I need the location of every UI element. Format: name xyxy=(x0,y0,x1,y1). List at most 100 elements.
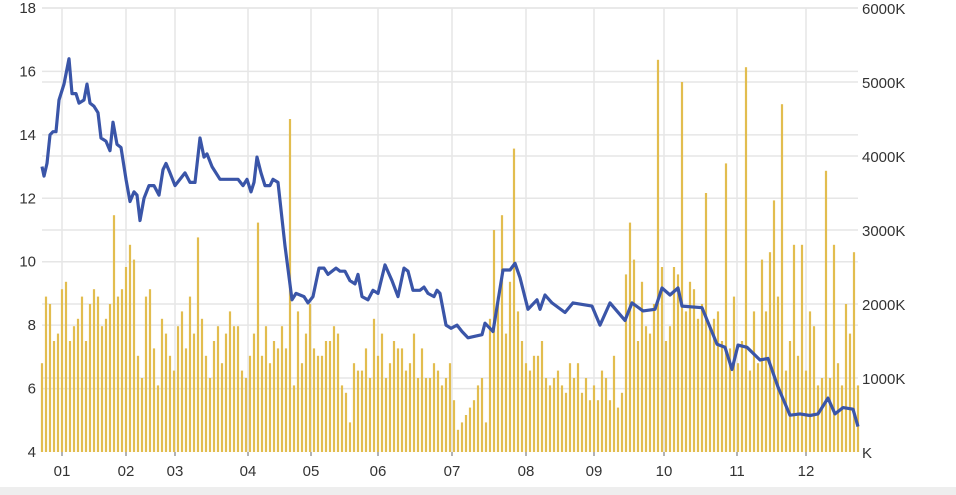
x-tick-label: 05 xyxy=(303,463,320,480)
volume-bars xyxy=(40,59,860,453)
volume-bar xyxy=(772,200,776,452)
volume-bar xyxy=(320,355,324,452)
volume-bar xyxy=(408,363,412,452)
volume-bar xyxy=(204,355,208,452)
volume-bar xyxy=(116,296,120,452)
volume-bar xyxy=(592,385,596,452)
volume-bar xyxy=(392,341,396,452)
x-tick-label: 02 xyxy=(118,463,135,480)
volume-bar xyxy=(568,363,572,452)
footer-strip xyxy=(0,487,956,495)
volume-bar xyxy=(428,378,432,452)
volume-bar xyxy=(820,378,824,452)
volume-bar xyxy=(852,252,856,452)
y-right-tick-label: 6000K xyxy=(862,1,905,18)
volume-bar xyxy=(132,259,136,452)
volume-bar xyxy=(668,326,672,452)
volume-bar xyxy=(620,392,624,452)
volume-bar xyxy=(528,370,532,452)
price-line-group xyxy=(40,57,860,428)
volume-bar xyxy=(468,407,472,452)
volume-bar xyxy=(536,355,540,452)
volume-bar xyxy=(432,363,436,452)
volume-bar xyxy=(752,311,756,452)
volume-bar xyxy=(216,326,220,452)
volume-bar xyxy=(436,370,440,452)
volume-bar xyxy=(700,304,704,452)
volume-bar xyxy=(792,244,796,452)
y-left-tick-label: 8 xyxy=(28,317,36,334)
volume-bar xyxy=(632,259,636,452)
volume-bar xyxy=(284,348,288,452)
volume-bar xyxy=(796,355,800,452)
volume-bar xyxy=(56,333,60,452)
volume-bar xyxy=(316,355,320,452)
volume-bar xyxy=(332,326,336,452)
volume-bar xyxy=(212,341,216,452)
volume-bar xyxy=(440,385,444,452)
volume-bar xyxy=(680,82,684,452)
volume-bar xyxy=(412,333,416,452)
volume-bar xyxy=(656,59,660,453)
volume-bar xyxy=(296,311,300,452)
volume-bar xyxy=(384,378,388,452)
volume-bar xyxy=(524,363,528,452)
volume-bar xyxy=(324,341,328,452)
volume-bar xyxy=(684,311,688,452)
volume-bar xyxy=(800,244,804,452)
volume-bar xyxy=(52,341,56,452)
volume-bar xyxy=(596,400,600,452)
volume-bar xyxy=(832,244,836,452)
volume-bar xyxy=(308,304,312,452)
volume-bar xyxy=(128,244,132,452)
volume-bar xyxy=(232,326,236,452)
x-tick-label: 04 xyxy=(240,463,257,480)
volume-bar xyxy=(208,378,212,452)
volume-bar xyxy=(500,215,504,452)
volume-bar xyxy=(80,296,84,452)
volume-bar xyxy=(396,348,400,452)
volume-bar xyxy=(120,289,124,452)
volume-bar xyxy=(256,222,260,452)
volume-bar xyxy=(340,385,344,452)
volume-bar xyxy=(728,348,732,452)
volume-bar xyxy=(604,378,608,452)
volume-bar xyxy=(724,163,728,452)
volume-bar xyxy=(784,370,788,452)
y-left-tick-label: 6 xyxy=(28,381,36,398)
axes: 4 6 8 10 12 14 16 18 K 1000K 2000K 3000K 4000K 5000K 6… xyxy=(19,0,905,480)
volume-bar xyxy=(848,333,852,452)
volume-bar xyxy=(552,378,556,452)
volume-bar xyxy=(768,252,772,452)
volume-bar xyxy=(628,222,632,452)
volume-bar xyxy=(856,385,860,452)
volume-bar xyxy=(328,341,332,452)
volume-bar xyxy=(360,370,364,452)
volume-bar xyxy=(96,296,100,452)
volume-bar xyxy=(200,318,204,452)
volume-bar xyxy=(608,400,612,452)
volume-bar xyxy=(476,385,480,452)
x-tick-label: 07 xyxy=(444,463,461,480)
y-left-tick-label: 10 xyxy=(19,254,36,271)
volume-bar xyxy=(344,392,348,452)
y-right-tick-label: 3000K xyxy=(862,223,905,240)
volume-bar xyxy=(472,400,476,452)
volume-bar xyxy=(388,363,392,452)
volume-bar xyxy=(88,304,92,452)
volume-bar xyxy=(168,355,172,452)
volume-bar xyxy=(828,378,832,452)
volume-bar xyxy=(144,296,148,452)
volume-bar xyxy=(508,281,512,452)
volume-bar xyxy=(744,67,748,452)
volume-bar xyxy=(48,304,52,452)
volume-bar xyxy=(416,378,420,452)
volume-bar xyxy=(240,370,244,452)
y-left-tick-label: 4 xyxy=(28,444,36,461)
x-tick-label: 08 xyxy=(518,463,535,480)
volume-bar xyxy=(564,392,568,452)
volume-bar xyxy=(660,267,664,452)
volume-bar xyxy=(140,378,144,452)
volume-bar xyxy=(808,311,812,452)
